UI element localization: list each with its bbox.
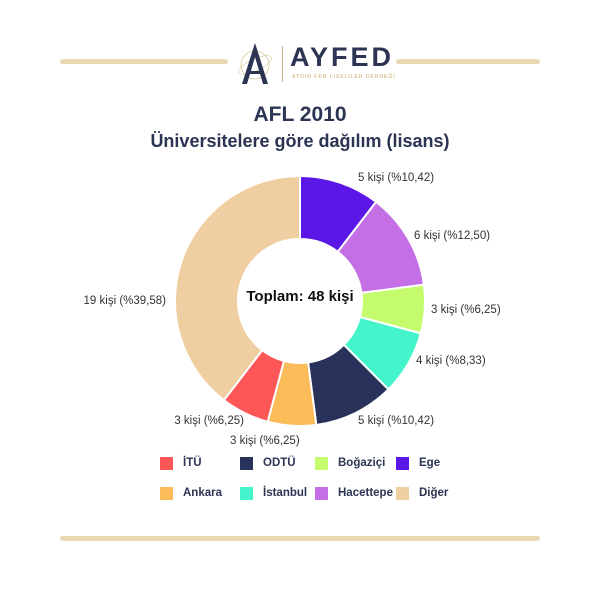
legend-swatch: [240, 486, 253, 500]
logo-separator: [282, 46, 283, 82]
legend-swatch: [315, 456, 328, 470]
top-divider: [60, 59, 228, 64]
ayfed-logo: AYFED AYDIN FEN LİSELİLER DERNEĞİ: [232, 40, 395, 88]
slice-label-i̇stanbul: 4 kişi (%8,33): [416, 355, 486, 367]
legend-swatch: [396, 456, 409, 470]
legend-item-hacettepe: Hacettepe: [315, 486, 393, 500]
top-divider-right: [396, 59, 540, 64]
legend-label: İstanbul: [263, 487, 308, 499]
legend-item-boğaziçi: Boğaziçi: [315, 456, 385, 470]
slice-label-ege: 5 kişi (%10,42): [358, 172, 434, 184]
legend-swatch: [160, 486, 173, 500]
logo-text: AYFED: [290, 42, 395, 72]
logo-a-mark-icon: [238, 43, 272, 84]
slice-label-boğaziçi: 3 kişi (%6,25): [431, 304, 501, 316]
legend-label: Diğer: [419, 487, 449, 499]
legend-swatch: [240, 456, 253, 470]
slice-label-diğer: 19 kişi (%39,58): [84, 295, 167, 307]
slice-label-ankara: 3 kişi (%6,25): [230, 435, 300, 447]
legend-label: Hacettepe: [338, 487, 393, 499]
legend-item-ankara: Ankara: [160, 486, 222, 500]
legend-item-i̇stanbul: İstanbul: [240, 486, 307, 500]
legend-swatch: [396, 486, 409, 500]
legend-swatch: [160, 456, 173, 470]
legend-item-odtü: ODTÜ: [240, 456, 296, 470]
legend-label: ODTÜ: [263, 457, 296, 469]
slice-label-hacettepe: 6 kişi (%12,50): [414, 230, 490, 242]
logo-subtitle: AYDIN FEN LİSELİLER DERNEĞİ: [292, 74, 396, 80]
slice-diğer: [174, 174, 301, 402]
slice-label-i̇tü: 3 kişi (%6,25): [174, 415, 244, 427]
legend-label: Ege: [419, 457, 441, 469]
center-total-label: Toplam: 48 kişi: [246, 288, 353, 305]
bottom-divider: [60, 536, 540, 541]
legend-label: Ankara: [183, 487, 222, 499]
slice-label-odtü: 5 kişi (%10,42): [358, 415, 434, 427]
legend-item-i̇tü: İTÜ: [160, 456, 202, 470]
legend-swatch: [315, 486, 328, 500]
chart-subtitle: Üniversitelere göre dağılım (lisans): [150, 131, 450, 151]
chart-title: AFL 2010: [253, 103, 347, 126]
legend-label: İTÜ: [183, 457, 202, 469]
legend-label: Boğaziçi: [338, 457, 386, 469]
legend-item-diğer: Diğer: [396, 486, 448, 500]
legend-item-ege: Ege: [396, 456, 440, 470]
